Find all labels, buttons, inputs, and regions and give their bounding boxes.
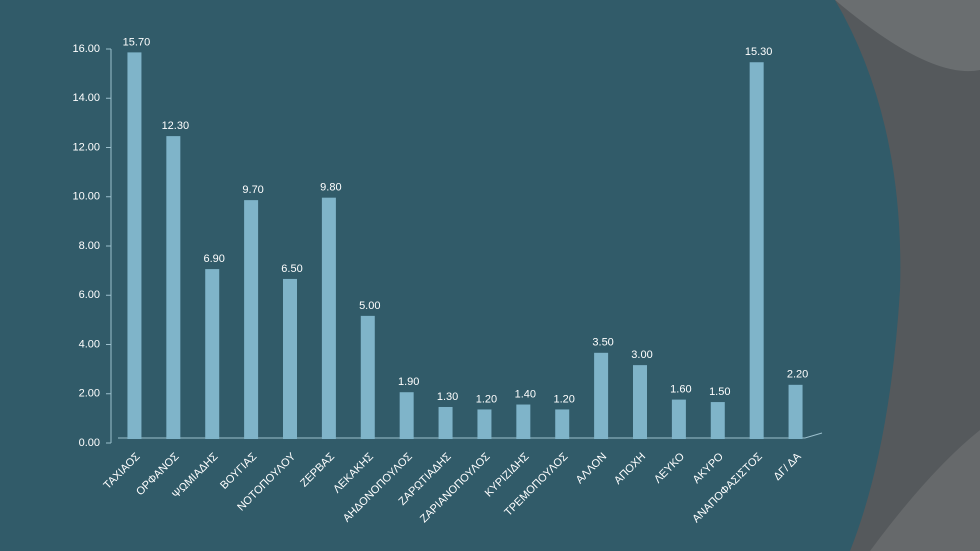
- bar: [399, 392, 414, 439]
- value-label: 1.90: [398, 376, 419, 388]
- y-tick-label: 14.00: [72, 92, 100, 104]
- bar: [205, 269, 220, 439]
- value-label: 3.50: [592, 337, 613, 349]
- y-tick-label: 8.00: [79, 240, 100, 252]
- value-label: 9.80: [320, 182, 341, 194]
- bar: [360, 315, 375, 439]
- bar: [788, 384, 803, 439]
- y-tick-label: 6.00: [79, 289, 100, 301]
- decor-bottom: [870, 430, 980, 551]
- bar: [516, 404, 531, 439]
- value-label: 6.90: [204, 253, 225, 265]
- value-label: 1.60: [670, 384, 691, 396]
- bar: [244, 200, 259, 439]
- value-label: 9.70: [242, 184, 263, 196]
- bar: [477, 409, 492, 439]
- value-label: 2.20: [787, 369, 808, 381]
- bar: [166, 136, 181, 440]
- y-tick-label: 16.00: [72, 43, 100, 55]
- bar: [671, 399, 686, 439]
- bar: [749, 62, 764, 440]
- value-label: 1.20: [554, 393, 575, 405]
- floor-edge: [118, 432, 823, 439]
- y-tick-label: 2.00: [79, 388, 100, 400]
- y-tick-label: 0.00: [79, 437, 100, 449]
- value-label: 12.30: [162, 120, 190, 132]
- bar: [594, 352, 609, 439]
- y-tick-label: 4.00: [79, 338, 100, 350]
- value-label: 3.00: [631, 349, 652, 361]
- bar: [710, 402, 725, 439]
- value-label: 1.50: [709, 386, 730, 398]
- value-label: 5.00: [359, 300, 380, 312]
- value-label: 6.50: [281, 263, 302, 275]
- bar: [127, 52, 142, 439]
- bar: [633, 365, 647, 439]
- decor-top: [835, 0, 980, 72]
- bar: [321, 197, 336, 439]
- bar: [555, 409, 570, 439]
- value-label: 1.40: [515, 388, 536, 400]
- bar: [438, 406, 453, 439]
- value-label: 1.20: [476, 393, 497, 405]
- y-tick-label: 12.00: [72, 141, 100, 153]
- value-label: 15.30: [745, 46, 773, 58]
- bar: [283, 278, 297, 439]
- value-label: 1.30: [437, 391, 458, 403]
- value-label: 15.70: [123, 36, 151, 48]
- y-tick-label: 10.00: [72, 191, 100, 203]
